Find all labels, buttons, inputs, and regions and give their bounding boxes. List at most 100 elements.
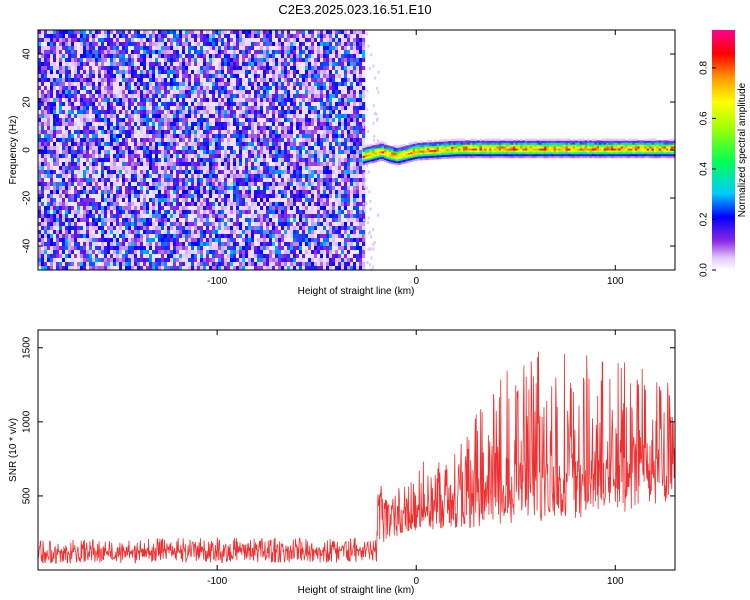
spectrogram-cell [197,242,201,247]
spectrogram-cell [143,238,147,243]
spectrogram-cell [206,90,210,95]
spectrogram-cell [86,50,90,55]
spectrogram-cell [131,234,135,239]
spectrogram-cell [116,234,120,239]
spectrogram-cell [107,210,111,215]
spectrogram-cell [131,54,135,59]
spectrogram-cell [224,210,228,215]
spectrogram-cell [152,90,156,95]
spectrogram-cell [155,62,159,67]
spectrogram-cell [284,258,288,263]
spectrogram-cell [110,98,114,103]
spectrogram-cell [206,138,210,143]
spectrogram-cell [131,122,135,127]
spectrogram-cell [194,42,198,47]
spectrogram-cell [107,50,111,55]
spectrogram-cell [113,134,117,139]
spectrogram-cell [233,226,237,231]
spectrogram-cell [179,110,183,115]
spectrogram-cell [155,198,159,203]
spectrogram-cell [158,210,162,215]
spectrogram-cell [266,158,270,163]
spectrogram-cell [182,130,186,135]
spectrogram-cell [164,94,168,99]
spectrogram-cell [197,82,201,87]
spectrogram-cell [188,190,192,195]
spectrogram-cell [110,174,114,179]
spectrogram-cell [200,62,204,67]
spectrogram-cell [128,106,132,111]
spectrogram-cell [134,86,138,91]
spectrogram-cell [272,66,276,71]
spectrogram-cell [254,254,258,259]
spectrogram-cell [110,86,114,91]
spectrogram-cell [71,50,75,55]
spectrogram-cell [98,114,102,119]
spectrogram-cell [203,234,207,239]
spectrogram-cell [188,138,192,143]
spectrogram-cell [62,234,66,239]
spectrogram-cell [266,126,270,131]
spectrogram-cell [227,58,231,63]
spectrogram-cell [134,122,138,127]
spectrogram-cell [122,30,126,35]
spectrogram-cell [221,82,225,87]
spectrogram-cell [281,154,285,159]
spectrogram-cell [152,142,156,147]
spectrogram-cell [134,182,138,187]
spectrogram-cell [146,242,150,247]
spectrogram-cell [281,58,285,63]
spectrogram-cell [254,250,258,255]
spectrogram-cell [152,118,156,123]
spectrogram-cell [50,170,54,175]
spectrogram-cell [71,206,75,211]
spectrogram-cell [149,74,153,79]
spectrogram-cell [47,78,51,83]
spectrogram-cell [221,38,225,43]
spectrogram-cell [86,138,90,143]
spectrogram-cell [269,190,273,195]
spectrogram-cell [125,46,129,51]
spectrogram-cell [47,130,51,135]
spectrogram-cell [41,150,45,155]
spectrogram-cell [44,102,48,107]
spectrogram-cell [119,106,123,111]
spectrogram-cell [281,122,285,127]
spectrogram-cell [227,70,231,75]
spectrogram-cell [197,146,201,151]
spectrogram-cell [221,62,225,67]
spectrogram-cell [158,150,162,155]
spectrogram-cell [92,98,96,103]
spectrogram-cell [245,58,249,63]
spectrogram-cell [281,174,285,179]
spectrogram-cell [65,70,69,75]
spectrogram-cell [62,170,66,175]
spectrogram-cell [230,50,234,55]
spectrogram-cell [101,34,105,39]
spectrogram-cell [164,66,168,71]
spectrogram-cell [74,38,78,43]
spectrogram-cell [104,54,108,59]
spectrogram-cell [128,98,132,103]
spectrogram-cell [89,266,93,271]
spectrogram-cell [80,98,84,103]
spectrogram-cell [125,230,129,235]
spectrogram-cell [281,50,285,55]
spectrogram-cell [134,194,138,199]
spectrogram-cell [86,30,90,35]
spectrogram-cell [149,30,153,35]
spectrogram-cell [155,94,159,99]
spectrogram-cell [104,214,108,219]
spectrogram-cell [71,62,75,67]
spectrogram-cell [122,226,126,231]
spectrogram-cell [188,110,192,115]
spectrogram-cell [146,234,150,239]
spectrogram-cell [272,174,276,179]
spectrogram-cell [56,182,60,187]
spectrogram-cell [74,154,78,159]
spectrogram-cell [53,94,57,99]
spectrogram-cell [134,54,138,59]
spectrogram-cell [284,218,288,223]
spectrogram-cell [194,218,198,223]
spectrogram-cell [122,234,126,239]
